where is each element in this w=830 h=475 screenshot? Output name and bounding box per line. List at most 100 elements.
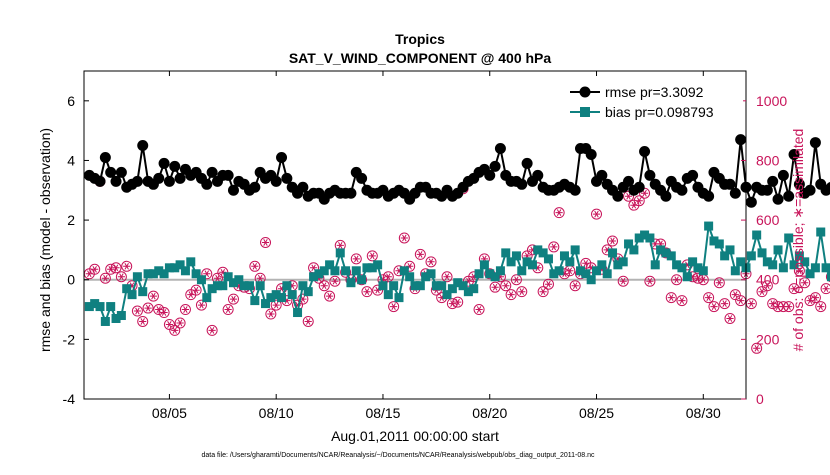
bias-point bbox=[789, 260, 799, 270]
rmse-point bbox=[521, 157, 533, 169]
rmse-point bbox=[131, 175, 143, 187]
rmse-point bbox=[222, 169, 234, 181]
rmse-point bbox=[761, 184, 773, 196]
obs-assimilated-point bbox=[272, 301, 280, 309]
obs-possible-point bbox=[825, 271, 830, 283]
obs-possible-point bbox=[297, 293, 309, 305]
data-file-footnote: data file: /Users/gharamti/Documents/NCA… bbox=[201, 452, 595, 459]
obs-assimilated-point bbox=[443, 273, 451, 281]
rmse-point bbox=[105, 166, 117, 178]
rmse-point bbox=[676, 184, 688, 196]
obs-assimilated-point bbox=[619, 277, 627, 285]
obs-assimilated-point bbox=[192, 286, 200, 294]
bias-point bbox=[645, 233, 655, 243]
rmse-point bbox=[276, 151, 288, 163]
obs-assimilated-point bbox=[571, 282, 579, 290]
rmse-point bbox=[99, 151, 111, 163]
y-tick-label-left: 2 bbox=[67, 212, 75, 228]
obs-assimilated-point bbox=[304, 318, 312, 325]
x-axis-label: Aug.01,2011 00:00:00 start bbox=[331, 428, 499, 444]
obs-assimilated-point bbox=[635, 197, 643, 205]
obs-assimilated-point bbox=[678, 297, 686, 304]
rmse-point bbox=[633, 181, 645, 193]
bias-point bbox=[335, 248, 345, 258]
obs-possible-point bbox=[719, 298, 731, 310]
y-tick-label-left: 4 bbox=[67, 152, 75, 168]
bias-point bbox=[565, 257, 575, 267]
obs-assimilated-point bbox=[544, 280, 553, 288]
rmse-point bbox=[585, 148, 597, 160]
obs-assimilated-point bbox=[667, 294, 675, 301]
bias-point bbox=[122, 284, 132, 294]
obs-assimilated-point bbox=[592, 210, 601, 218]
legend-bias-marker bbox=[580, 107, 590, 117]
bias-point bbox=[239, 281, 249, 291]
obs-possible-point bbox=[516, 286, 528, 298]
rmse-point bbox=[809, 137, 821, 149]
obs-assimilated-point bbox=[790, 285, 798, 293]
obs-assimilated-point bbox=[699, 276, 707, 284]
obs-possible-point bbox=[489, 281, 501, 293]
obs-possible-point bbox=[158, 307, 170, 319]
obs-assimilated-point bbox=[806, 297, 814, 304]
obs-possible-point bbox=[510, 274, 522, 286]
bias-point bbox=[826, 272, 830, 282]
y-axis-label-right: # of obs: o=possible; ∗=assimilated bbox=[790, 129, 806, 352]
obs-possible-point bbox=[201, 268, 213, 280]
bias-point bbox=[704, 221, 714, 231]
bias-point bbox=[180, 266, 190, 276]
bias-point bbox=[485, 269, 495, 279]
bias-point bbox=[469, 284, 479, 294]
obs-possible-point bbox=[89, 263, 101, 275]
bias-point bbox=[212, 281, 222, 291]
bias-point bbox=[132, 272, 142, 282]
bias-point bbox=[421, 272, 431, 282]
obs-assimilated-point bbox=[507, 291, 515, 299]
obs-assimilated-point bbox=[326, 292, 334, 300]
bias-point bbox=[255, 281, 265, 291]
obs-possible-point bbox=[809, 292, 821, 304]
obs-possible-point bbox=[783, 301, 795, 313]
bias-point bbox=[506, 257, 516, 267]
obs-assimilated-point bbox=[133, 307, 141, 315]
bias-point bbox=[127, 290, 137, 300]
obs-possible-point bbox=[751, 342, 763, 354]
bias-point bbox=[383, 290, 393, 300]
rmse-point bbox=[783, 190, 795, 202]
y-tick-label-left: -2 bbox=[63, 331, 76, 347]
obs-assimilated-point bbox=[491, 283, 499, 291]
obs-possible-point bbox=[398, 232, 410, 244]
rmse-point bbox=[494, 143, 506, 155]
obs-possible-point bbox=[804, 295, 816, 307]
bias-point bbox=[624, 239, 634, 249]
bias-point bbox=[533, 245, 543, 255]
obs-possible-point bbox=[671, 274, 683, 286]
bias-point bbox=[559, 251, 569, 261]
obs-assimilated-point bbox=[518, 288, 526, 296]
rmse-point bbox=[623, 175, 635, 187]
obs-possible-point bbox=[121, 260, 133, 272]
ticks-layer: 08/05 08/10 08/15 08/20 08/25 08/30 -4 -2 0 2 4 6 0 2… bbox=[63, 71, 787, 421]
chart-title: Tropics bbox=[395, 31, 445, 47]
bias-point bbox=[431, 281, 441, 291]
bias-point bbox=[543, 254, 553, 264]
bias-point bbox=[202, 293, 212, 303]
y-tick-label-right: 1000 bbox=[756, 93, 787, 109]
obs-assimilated-point bbox=[785, 303, 793, 310]
bias-point bbox=[154, 266, 164, 276]
bias-point bbox=[191, 269, 201, 279]
bias-point bbox=[597, 260, 607, 270]
x-tick-label: 08/05 bbox=[152, 405, 187, 421]
bias-point bbox=[752, 230, 762, 240]
bias-point bbox=[415, 281, 425, 291]
bias-point bbox=[768, 260, 778, 270]
obs-assimilated-point bbox=[646, 277, 654, 285]
obs-assimilated-point bbox=[475, 306, 483, 313]
obs-possible-point bbox=[366, 250, 378, 262]
rmse-point bbox=[489, 160, 501, 172]
rmse-point bbox=[724, 178, 736, 190]
obs-assimilated-point bbox=[197, 301, 206, 309]
obs-assimilated-point bbox=[710, 303, 718, 310]
